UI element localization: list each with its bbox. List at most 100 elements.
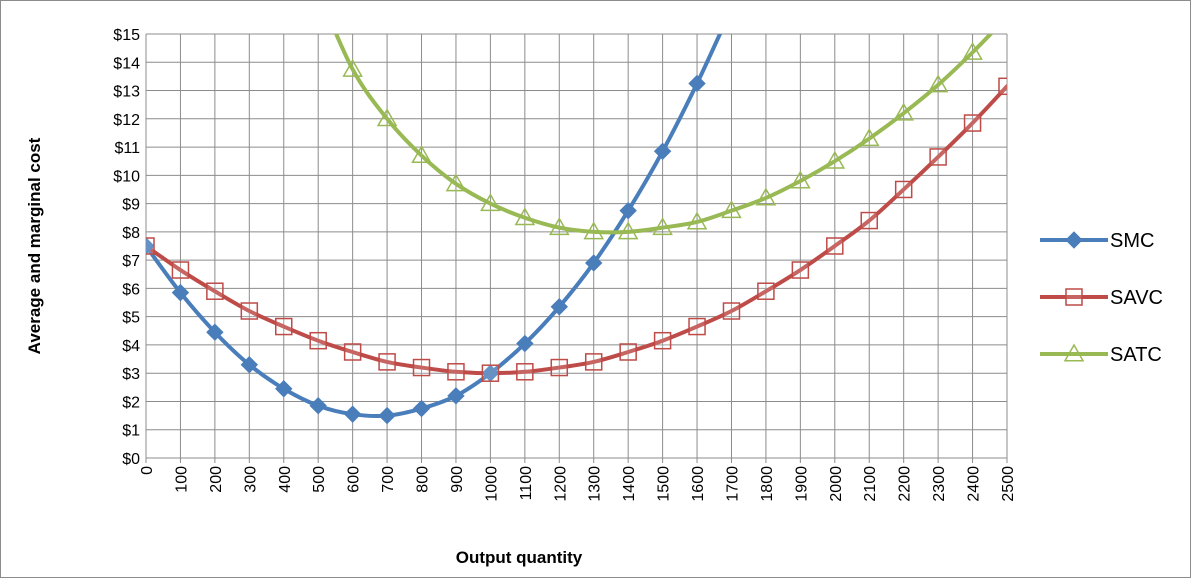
data-point-savc [550, 358, 569, 377]
data-point-savc [171, 261, 190, 279]
data-point-satc [617, 221, 639, 240]
data-point-savc [146, 237, 155, 255]
data-point-savc [343, 343, 362, 361]
x-tick-label: 1400 [621, 466, 638, 502]
data-point-smc [516, 334, 534, 353]
data-point-savc [722, 302, 741, 320]
data-point-savc [688, 317, 706, 336]
data-point-savc [206, 282, 224, 300]
data-point-savc [757, 282, 775, 300]
data-point-savc [481, 364, 500, 382]
x-tick-label: 1900 [793, 466, 810, 502]
data-point-satc [411, 145, 432, 164]
series-line-satc [333, 34, 994, 235]
legend: SMC SAVC SATC [1040, 230, 1163, 366]
y-tick-label: $3 [122, 366, 140, 383]
data-point-satc [548, 217, 570, 236]
x-tick-label: 2500 [1000, 466, 1017, 502]
legend-marker-savc [1065, 288, 1083, 306]
data-point-smc [206, 323, 224, 341]
x-tick-label: 1200 [552, 466, 569, 502]
data-point-smc [412, 399, 431, 418]
tick-labels: $0 $1 $2 $3 $4 $5 $6 $7 $8 $9 $10 $11 $12 $13 $14 $15 0 1… [113, 27, 1017, 502]
data-point-savc [516, 363, 534, 381]
data-point-savc [860, 211, 878, 230]
data-point-smc [653, 142, 672, 161]
y-tick-label: $4 [122, 338, 140, 355]
x-tick-label: 2400 [966, 466, 983, 502]
x-tick-label: 1800 [759, 466, 776, 502]
data-point-smc [585, 254, 603, 272]
x-tick-label: 700 [380, 466, 397, 493]
data-point-satc [927, 74, 949, 93]
y-tick-label: $15 [113, 27, 140, 44]
legend-label-smc: SMC [1110, 230, 1154, 252]
y-tick-label: $0 [122, 451, 140, 468]
data-point-smc [619, 201, 637, 220]
x-tick-label: 1700 [724, 466, 741, 502]
y-tick-label: $13 [113, 84, 140, 101]
data-point-savc [619, 343, 637, 361]
data-point-satc [893, 102, 914, 121]
x-tick-label: 2300 [931, 466, 948, 502]
data-point-savc [584, 353, 603, 371]
legend-marker-satc [1063, 343, 1085, 362]
data-point-satc [686, 211, 708, 230]
x-tick-label: 200 [208, 466, 225, 493]
data-point-satc [824, 150, 846, 169]
y-tick-label: $12 [113, 112, 140, 129]
data-point-savc [309, 331, 327, 350]
legend-label-savc: SAVC [1110, 287, 1163, 309]
data-point-satc [652, 217, 673, 236]
x-tick-label: 2000 [828, 466, 845, 502]
y-axis-title: Average and marginal cost [25, 137, 44, 354]
data-point-savc [791, 261, 810, 279]
data-point-savc [447, 363, 465, 381]
data-point-savc [275, 317, 293, 336]
y-tick-label: $11 [114, 140, 140, 157]
data-point-savc [240, 302, 259, 320]
x-tick-label: 1600 [690, 466, 707, 502]
data-point-satc [721, 200, 742, 219]
x-axis-title: Output quantity [456, 548, 583, 567]
data-point-smc [343, 405, 362, 423]
series-line-savc [146, 84, 1007, 376]
y-tick-label: $10 [113, 168, 140, 185]
y-tick-label: $9 [122, 197, 140, 214]
legend-label-satc: SATC [1110, 344, 1162, 366]
y-tick-label: $2 [122, 394, 140, 411]
data-point-satc [376, 108, 398, 127]
data-point-savc [998, 77, 1007, 96]
data-point-smc [309, 396, 327, 415]
data-point-smc [275, 380, 293, 398]
data-point-savc [929, 148, 947, 166]
data-point-savc [894, 180, 913, 199]
x-tick-label: 1500 [656, 466, 673, 502]
data-point-satc [790, 170, 811, 189]
data-point-smc [447, 387, 465, 405]
marker-layer [146, 41, 1007, 425]
data-point-satc [514, 207, 536, 226]
data-point-savc [963, 114, 982, 132]
x-tick-label: 500 [311, 466, 328, 493]
x-tick-label: 400 [277, 466, 294, 493]
data-point-smc [688, 74, 706, 93]
x-tick-label: 600 [346, 466, 363, 493]
data-point-satc [962, 41, 983, 60]
y-tick-label: $6 [122, 281, 140, 298]
y-tick-label: $7 [122, 253, 140, 270]
data-point-satc [755, 187, 777, 206]
x-tick-label: 300 [242, 466, 259, 493]
x-tick-label: 1000 [483, 466, 500, 502]
data-point-satc [445, 173, 467, 192]
data-point-smc [550, 298, 568, 316]
x-tick-label: 1100 [518, 466, 535, 501]
data-point-smc [146, 237, 155, 255]
data-point-savc [412, 358, 431, 377]
x-tick-label: 2100 [862, 466, 879, 502]
y-tick-label: $5 [122, 310, 140, 327]
data-point-smc [240, 356, 259, 374]
